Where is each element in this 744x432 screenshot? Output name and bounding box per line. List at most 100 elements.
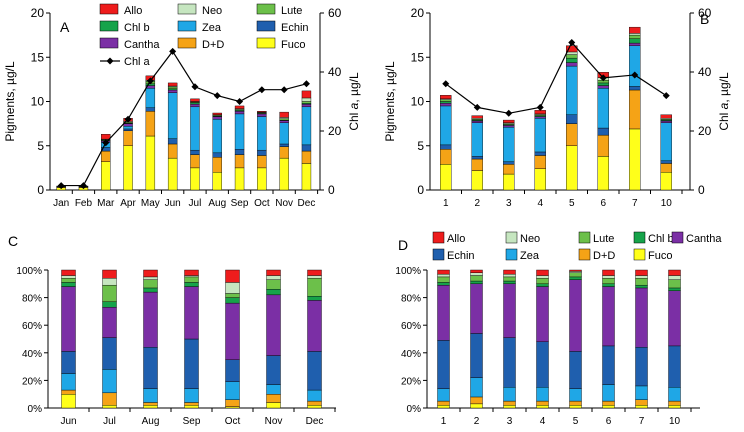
bar-segment-lute [569, 272, 582, 278]
bar-segment-neo [566, 51, 578, 55]
bar-segment-lute [668, 279, 681, 289]
y2-tick-label: 20 [328, 124, 342, 138]
x-tick-label: 4 [537, 198, 543, 209]
bar-segment-echin [143, 347, 158, 389]
bar-segment-echin [184, 338, 199, 389]
x-tick-label: 4 [540, 416, 546, 427]
bar-segment-cantha [212, 116, 222, 120]
bar-segment-dd [534, 155, 546, 169]
bar-segment-echin [102, 337, 117, 370]
bar-segment-dd [629, 89, 641, 130]
bar-segment-fuco [503, 405, 516, 409]
legend-swatch [256, 20, 276, 32]
legend-label: Cantha [686, 233, 722, 245]
bar-segment-cantha [566, 62, 578, 67]
bar-segment-allo [266, 269, 281, 276]
bar-segment-echin [307, 351, 322, 391]
bar-segment-echin [536, 341, 549, 388]
bar-segment-zea [266, 384, 281, 395]
bar-segment-allo [629, 26, 641, 34]
bar-segment-fuco [101, 161, 111, 191]
bar-segment-cantha [471, 120, 483, 123]
bar-segment-dd [668, 400, 681, 406]
bar-segment-allo [102, 269, 117, 279]
bar-segment-allo [184, 269, 199, 276]
bar-segment-zea [597, 88, 609, 129]
bar-segment-allo [660, 114, 672, 119]
bar-segment-allo [635, 269, 648, 276]
bar-segment-echin [635, 347, 648, 387]
bar-segment-echin [190, 149, 200, 155]
bar-segment-allo [307, 269, 322, 276]
bar-segment-lute [301, 101, 312, 104]
bar-segment-echin [440, 144, 452, 150]
bar-segment-echin [668, 345, 681, 388]
x-tick-label: Jan [53, 198, 69, 209]
x-tick-label: 7 [639, 416, 645, 427]
legend-swatch [633, 231, 646, 244]
bar-segment-allo [257, 111, 267, 113]
bar-segment-allo [503, 119, 515, 123]
y-tick-label: 15 [411, 50, 425, 64]
bar-segment-echin [660, 160, 672, 164]
bar-segment-fuco [184, 405, 199, 409]
bar-segment-fuco [143, 405, 158, 409]
y-tick-label: 60% [401, 321, 421, 332]
bar-segment-dd [184, 402, 199, 406]
y2-axis-label: Chl a, µg/L [347, 72, 361, 131]
bar-segment-zea [470, 377, 483, 398]
chl-a-marker [57, 182, 65, 190]
bar-segment-dd [143, 402, 158, 406]
bar-segment-fuco [503, 173, 515, 191]
bar-segment-cantha [534, 116, 546, 119]
bar-segment-chlb [635, 284, 648, 289]
y2-tick-label: 60 [328, 6, 342, 20]
legend-label: Lute [281, 5, 302, 17]
bar-segment-neo [143, 276, 158, 280]
bar-segment-echin [257, 149, 267, 156]
bar-segment-dd [536, 400, 549, 406]
bar-segment-allo [301, 90, 312, 99]
bar-segment-neo [602, 275, 615, 279]
bar-segment-zea [307, 389, 322, 402]
chl-a-marker [505, 109, 513, 117]
bar-segment-cantha [597, 85, 609, 89]
x-tick-label: 7 [632, 198, 638, 209]
bar-segment-dd [225, 399, 240, 407]
bar-segment-echin [602, 345, 615, 385]
legend-label: Chl b [648, 233, 674, 245]
bar-segment-fuco [597, 156, 609, 191]
bar-segment-zea [123, 126, 133, 130]
legend-swatch [505, 248, 518, 261]
bar-segment-dd [503, 400, 516, 406]
bar-segment-cantha [301, 103, 312, 108]
bar-segment-chlb [184, 282, 199, 287]
bar-segment-lute [629, 34, 641, 39]
bar-segment-fuco [668, 405, 681, 409]
bar-segment-dd [635, 399, 648, 406]
legend-swatch [177, 3, 197, 15]
bar-segment-neo [437, 273, 450, 278]
bar-segment-echin [212, 152, 222, 158]
bar-segment-allo [143, 269, 158, 278]
bar-segment-dd [101, 150, 111, 162]
x-tick-label: 2 [474, 416, 480, 427]
bar-segment-fuco [602, 405, 615, 409]
bar-segment-chlb [629, 38, 641, 44]
bar-segment-cantha [102, 307, 117, 338]
bar-segment-dd [597, 134, 609, 157]
bar-segment-zea [440, 105, 452, 146]
bar-segment-cantha [660, 120, 672, 123]
legend-label-chl-a: Chl a [124, 56, 151, 68]
bar-segment-cantha [470, 283, 483, 334]
bar-segment-echin [167, 138, 178, 145]
bar-segment-zea [629, 45, 641, 87]
legend-swatch [578, 231, 591, 244]
bar-segment-fuco [566, 145, 578, 191]
bar-segment-dd [440, 149, 452, 165]
bar-segment-zea [503, 387, 516, 402]
x-tick-label: Oct [225, 416, 241, 427]
y2-axis-label-italic: a [717, 102, 731, 109]
bar-segment-zea [279, 122, 289, 145]
legend-label: Cantha [124, 39, 160, 51]
